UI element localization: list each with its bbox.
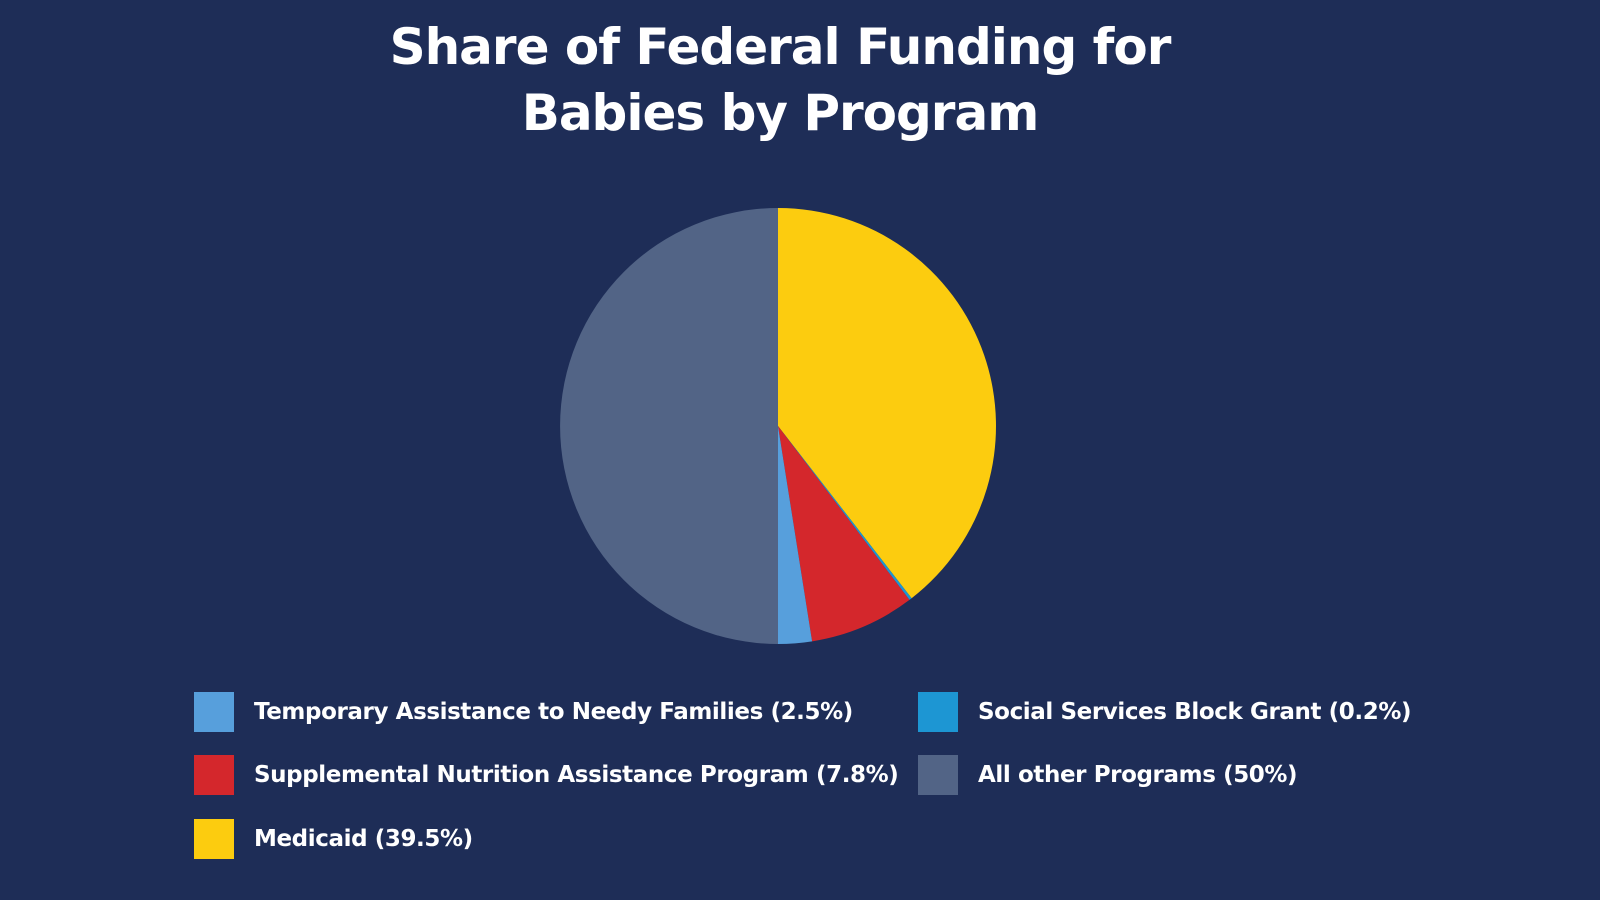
pie-slice-medicaid	[778, 208, 996, 599]
legend-swatch-tanf	[194, 692, 234, 732]
pie-slice-supplemental-nutrition-assistance-program	[778, 426, 910, 642]
legend-label-snap: Supplemental Nutrition Assistance Progra…	[254, 762, 899, 788]
legend-item-ssbg: Social Services Block Grant (0.2%)	[918, 692, 1411, 732]
pie-slice-temporary-assistance-to-needy-families	[778, 426, 813, 644]
legend-label-tanf: Temporary Assistance to Needy Families (…	[254, 699, 853, 725]
chart-title: Share of Federal Funding for Babies by P…	[0, 14, 1560, 146]
legend-item-all-other: All other Programs (50%)	[918, 755, 1298, 795]
legend-item-snap: Supplemental Nutrition Assistance Progra…	[194, 755, 899, 795]
legend-item-medicaid: Medicaid (39.5%)	[194, 819, 473, 859]
pie-slice-social-services-block-grant	[778, 426, 912, 600]
legend-swatch-all-other	[918, 755, 958, 795]
legend-item-tanf: Temporary Assistance to Needy Families (…	[194, 692, 853, 732]
legend-label-ssbg: Social Services Block Grant (0.2%)	[978, 699, 1412, 725]
legend-label-all-other: All other Programs (50%)	[978, 762, 1298, 788]
legend-swatch-ssbg	[918, 692, 958, 732]
legend-label-medicaid: Medicaid (39.5%)	[254, 826, 473, 852]
legend-swatch-snap	[194, 755, 234, 795]
chart-title-line-1: Share of Federal Funding for	[389, 18, 1172, 76]
chart-title-line-2: Babies by Program	[521, 84, 1040, 142]
pie-slice-all-other-programs	[560, 208, 778, 644]
legend-swatch-medicaid	[194, 819, 234, 859]
